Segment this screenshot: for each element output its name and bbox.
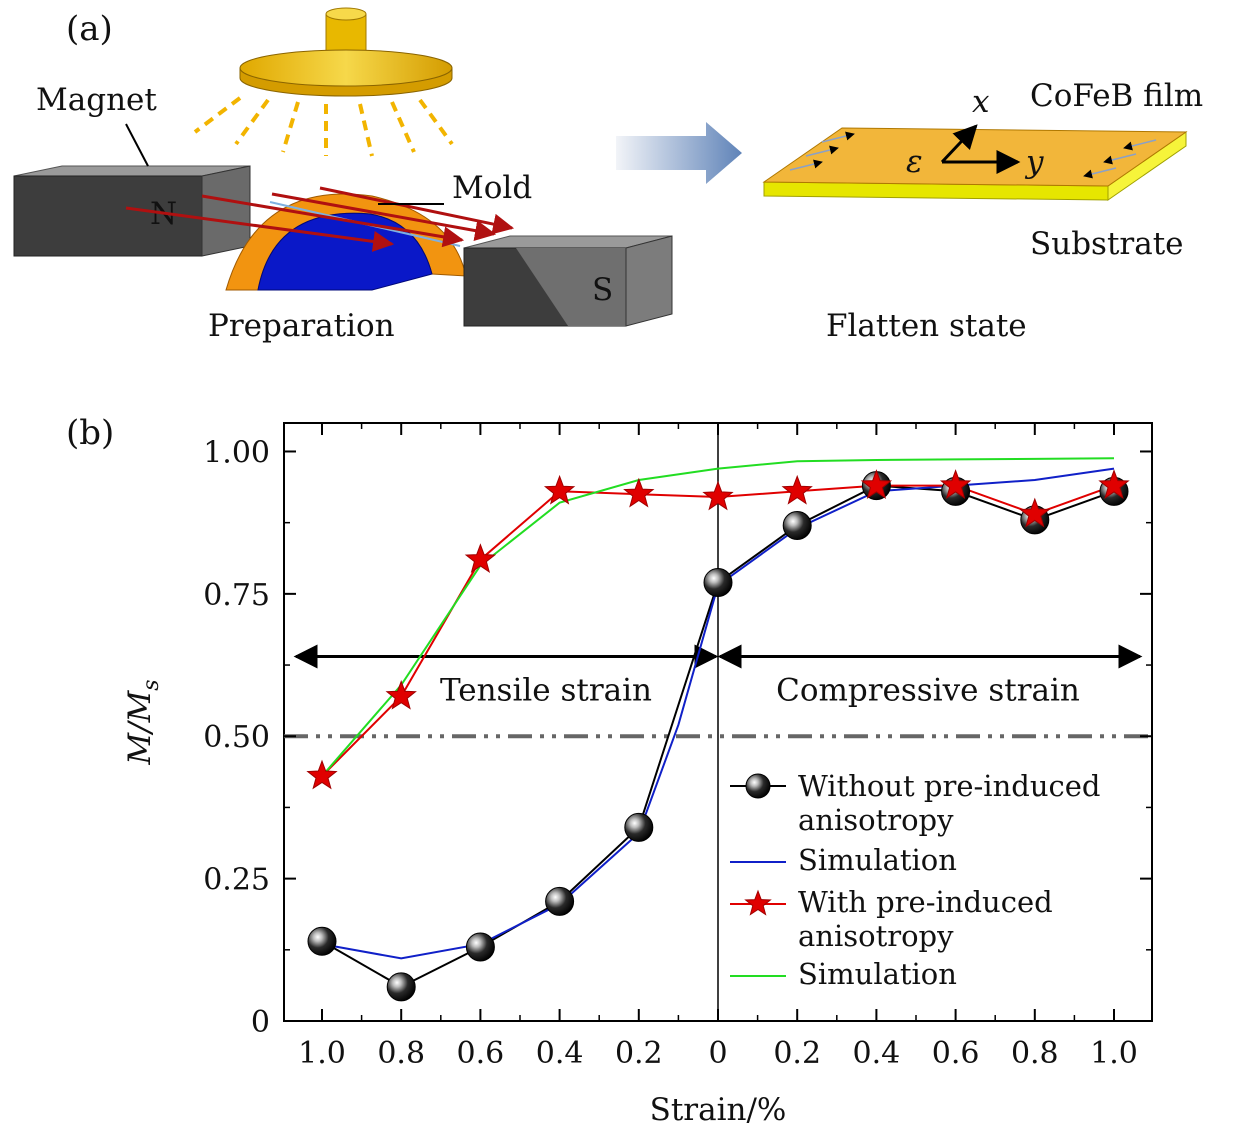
point-without: [782, 511, 812, 541]
point-with: [385, 679, 417, 710]
substrate-label: Substrate: [1030, 226, 1184, 262]
flatten-label: Flatten state: [826, 308, 1027, 344]
film-axes-icon: [940, 124, 1021, 174]
series-layer: [306, 457, 1130, 1002]
point-with: [306, 759, 338, 790]
point-without: [545, 886, 575, 916]
point-with: [1098, 469, 1130, 499]
magnet-label: Magnet: [36, 82, 157, 118]
axis-ticks: 1.0 0.8 0.6 0.4 0.2 0 0.2 0.4 0.6 0.8 1.000.250.50…: [203, 423, 1152, 1071]
magnet-north-icon: N: [13, 165, 251, 257]
point-without: [307, 926, 337, 956]
y-tick-label: 0.50: [203, 720, 270, 755]
x-tick-label: 0: [708, 1036, 727, 1071]
region-arrows: Tensile strain Compressive strain: [293, 644, 1143, 709]
tensile-region-label: Tensile strain: [440, 673, 652, 709]
point-with: [702, 480, 734, 511]
legend-without-label: Without pre-induced: [798, 769, 1100, 803]
strain-symbol-label: ε: [906, 144, 923, 180]
x-tick-label: 1.0: [1090, 1036, 1138, 1071]
point-with: [939, 469, 972, 499]
x-tick-label: 0.6: [932, 1036, 980, 1071]
legend-without-marker: [745, 773, 771, 799]
x-tick-label: 0.4: [853, 1036, 901, 1071]
legend: Without pre-inducedanisotropySimulationW…: [730, 769, 1100, 991]
panel-b-label: (b): [66, 413, 114, 453]
point-with: [623, 477, 655, 508]
x-tick-label: 0.8: [1011, 1036, 1059, 1071]
legend-simulation-blue-label: Simulation: [798, 843, 957, 877]
magnet-callout-line: [125, 123, 149, 167]
point-without: [386, 972, 416, 1002]
point-with: [781, 474, 813, 505]
magnet-south-icon: S: [463, 235, 673, 327]
y-axis-title: M/Ms: [122, 679, 164, 765]
mold-label: Mold: [452, 170, 532, 206]
compressive-region-label: Compressive strain: [776, 673, 1080, 709]
sputter-rays: [193, 96, 454, 157]
axis-x-label: x: [972, 84, 990, 120]
y-axis-title-sub: s: [139, 679, 164, 690]
x-tick-label: 1.0: [298, 1036, 346, 1071]
x-tick-label: 0.4: [536, 1036, 584, 1071]
y-tick-label: 0: [251, 1005, 270, 1040]
legend-simulation-green-label: Simulation: [798, 957, 957, 991]
point-with: [543, 474, 576, 505]
y-tick-label: 1.00: [203, 435, 270, 470]
y-axis-title-main: M/M: [122, 689, 158, 765]
panel-b-chart: (b) 1.0 0.8 0.6 0.4 0.2 0 0.2 0.4 0.6 0.8 1.000.25…: [66, 413, 1153, 1128]
series-simulation-green-line: [321, 457, 1115, 777]
point-without: [703, 567, 733, 597]
legend-with-marker: [744, 889, 772, 916]
y-tick-label: 0.25: [203, 863, 270, 898]
y-tick-label: 0.75: [203, 578, 270, 613]
panel-a-illustration: (a) N: [13, 7, 1203, 344]
film-substrate-icon: [762, 127, 1188, 201]
preparation-label: Preparation: [208, 308, 395, 344]
transition-arrow-icon: [616, 122, 742, 184]
panel-a-label: (a): [66, 9, 113, 49]
point-with: [464, 543, 497, 573]
film-label: CoFeB film: [1030, 78, 1203, 114]
point-with: [860, 469, 893, 499]
x-tick-label: 0.2: [615, 1036, 663, 1071]
point-with: [1019, 497, 1051, 528]
point-without: [624, 812, 654, 842]
x-tick-label: 0.6: [457, 1036, 505, 1071]
x-tick-label: 0.2: [773, 1036, 821, 1071]
south-label: S: [592, 272, 613, 308]
point-without: [465, 932, 495, 962]
x-tick-label: 0.8: [377, 1036, 425, 1071]
axis-y-label: y: [1024, 144, 1044, 180]
legend-without-label-2: anisotropy: [798, 803, 954, 837]
legend-with-label-2: anisotropy: [798, 919, 954, 953]
magnetic-field-arrows: [125, 186, 515, 252]
x-axis-title: Strain/%: [650, 1092, 787, 1128]
legend-with-label: With pre-induced: [798, 885, 1053, 919]
sputter-target-icon: [239, 7, 453, 97]
